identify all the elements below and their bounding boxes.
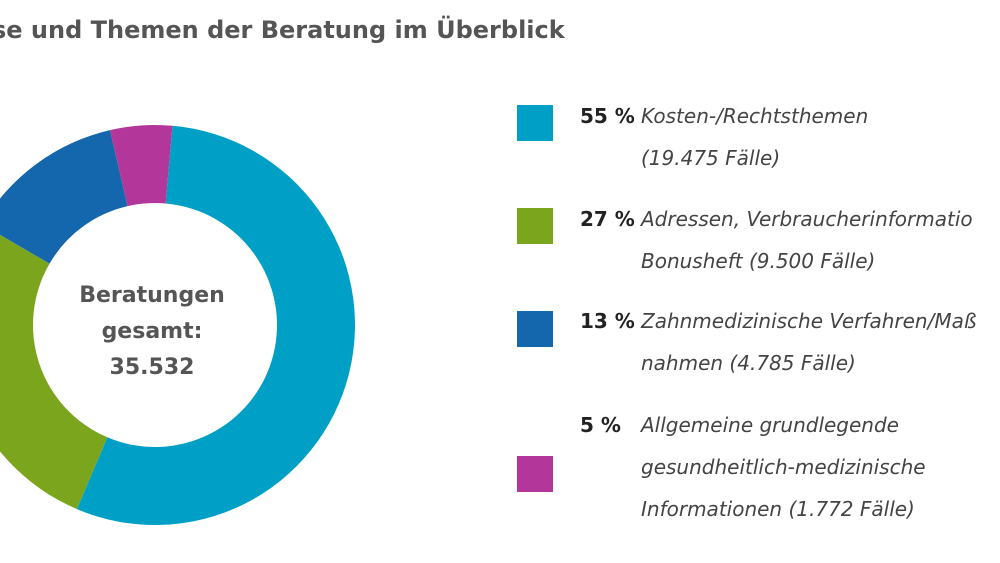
donut-slice xyxy=(76,125,356,526)
legend-swatch xyxy=(517,105,553,141)
legend-label: Kosten-/Rechtsthemen (19.475 Fälle) xyxy=(641,104,869,170)
center-text: gesamt: xyxy=(102,319,203,344)
donut xyxy=(0,125,356,526)
legend-value: 55 % xyxy=(580,104,635,128)
legend-swatch xyxy=(517,311,553,347)
center-text: 35.532 xyxy=(110,355,195,380)
chart-title: se und Themen der Beratung im Überblick xyxy=(0,14,566,44)
legend-swatch xyxy=(517,456,553,492)
legend-value: 13 % xyxy=(580,309,635,333)
donut-slice xyxy=(0,234,108,510)
legend-label: Adressen, Verbraucherinformatio Bonushef… xyxy=(641,207,973,273)
donut-slice xyxy=(110,125,173,207)
legend-value: 5 % xyxy=(580,413,621,437)
donut-slice xyxy=(0,130,128,264)
legend-swatch xyxy=(517,208,553,244)
legend-label: Allgemeine grundlegende gesundheitlich-m… xyxy=(641,413,926,521)
legend-label: Zahnmedizinische Verfahren/Maß nahmen (4… xyxy=(641,309,977,375)
legend-value: 27 % xyxy=(580,207,635,231)
center-text: Beratungen xyxy=(79,283,225,308)
